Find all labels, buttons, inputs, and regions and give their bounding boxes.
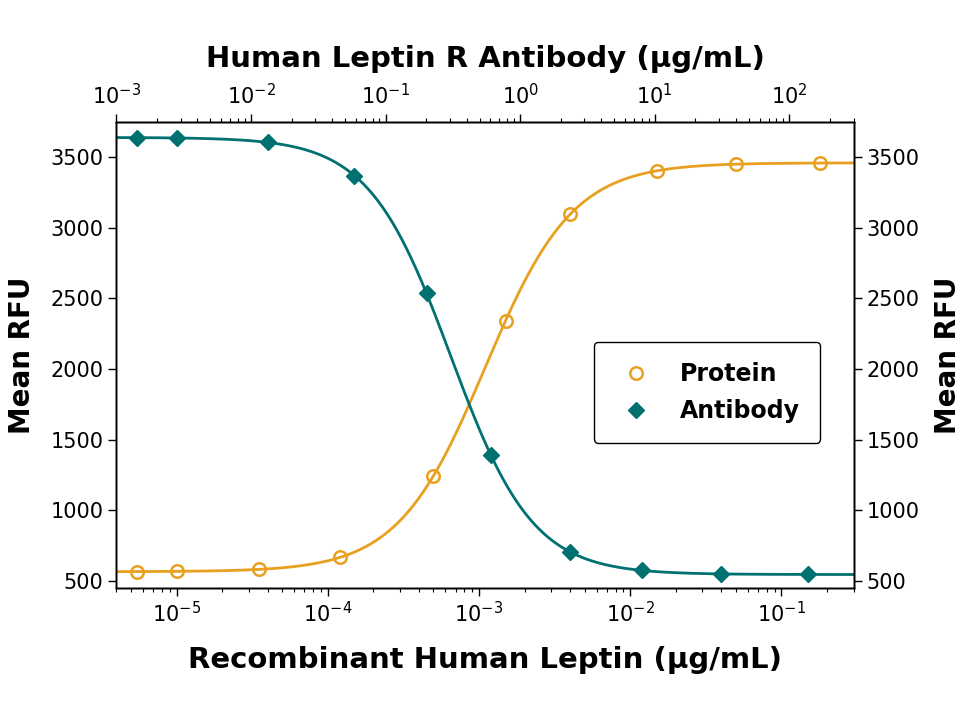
Protein [730,160,741,168]
Protein [499,316,511,325]
Line: Protein: Protein [131,157,826,578]
Antibody [636,566,647,575]
Protein [650,166,662,175]
Y-axis label: Mean RFU: Mean RFU [9,276,36,434]
X-axis label: Human Leptin R Antibody (μg/mL): Human Leptin R Antibody (μg/mL) [205,45,764,73]
Antibody [715,569,727,578]
X-axis label: Recombinant Human Leptin (μg/mL): Recombinant Human Leptin (μg/mL) [188,646,781,674]
Y-axis label: Mean RFU: Mean RFU [933,276,960,434]
Legend: Protein, Antibody: Protein, Antibody [593,341,820,443]
Antibody [262,138,273,147]
Protein [171,567,182,576]
Antibody [484,451,496,460]
Protein [253,565,265,574]
Protein [427,472,439,480]
Line: Antibody: Antibody [132,132,813,580]
Antibody [171,133,182,142]
Protein [813,158,825,167]
Protein [333,554,345,562]
Protein [132,567,143,576]
Antibody [564,548,576,556]
Protein [564,210,576,219]
Antibody [421,289,432,298]
Antibody [132,133,143,142]
Antibody [348,171,359,180]
Antibody [801,570,813,579]
